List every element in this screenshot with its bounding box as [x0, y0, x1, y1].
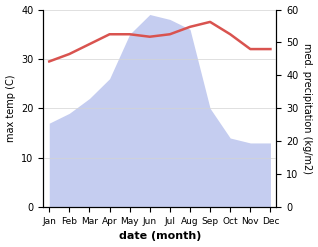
- Y-axis label: med. precipitation (kg/m2): med. precipitation (kg/m2): [302, 43, 313, 174]
- Y-axis label: max temp (C): max temp (C): [5, 75, 16, 142]
- X-axis label: date (month): date (month): [119, 231, 201, 242]
